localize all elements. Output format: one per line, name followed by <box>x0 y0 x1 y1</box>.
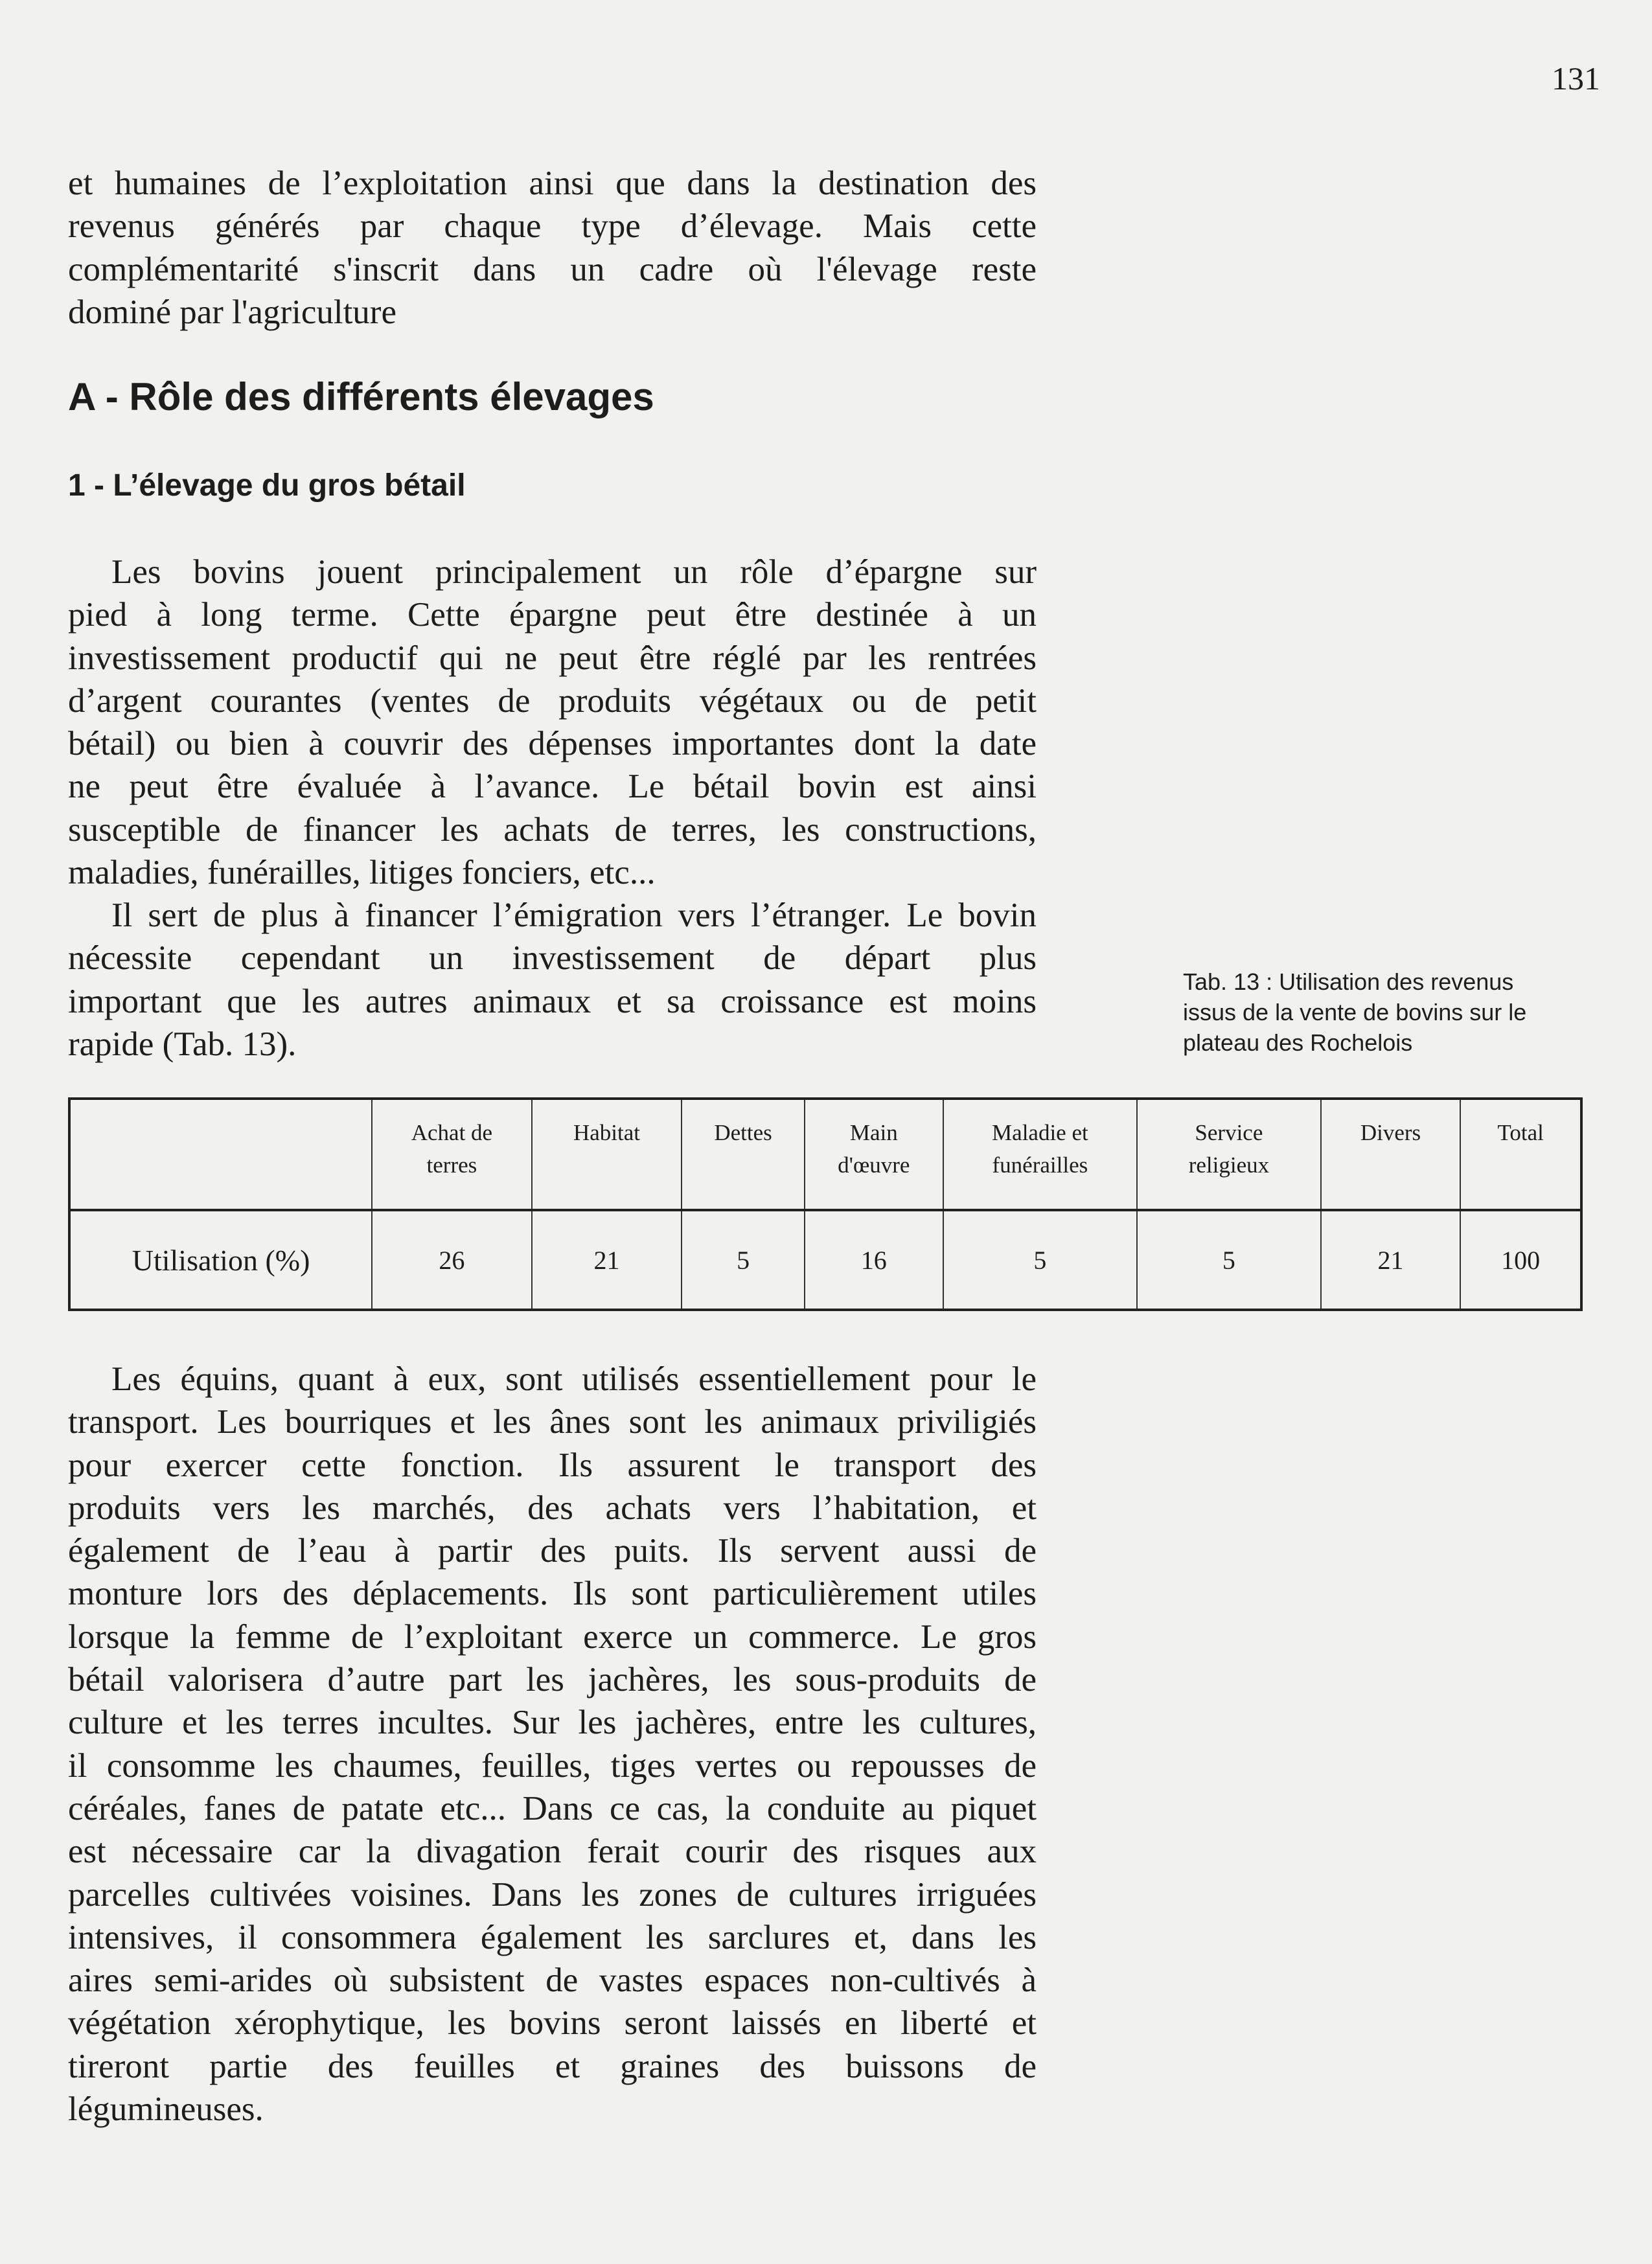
text-line: maladies, funérailles, litiges fonciers,… <box>68 854 656 892</box>
text-line: monture lors des déplacements. Ils sont … <box>68 1575 1037 1613</box>
text-line: important que les autres animaux et sa c… <box>68 982 1037 1020</box>
text-line: lorsque la femme de l’exploitant exerce … <box>68 1618 1037 1656</box>
table-caption: Tab. 13 : Utilisation des revenus issus … <box>1183 966 1585 1058</box>
column-header: Divers <box>1320 1098 1462 1211</box>
text-line: complémentarité s'inscrit dans un cadre … <box>68 250 1037 288</box>
paragraph: Il sert de plus à financer l’émigration … <box>68 894 1037 1066</box>
text-line: revenus générés par chaque type d’élevag… <box>68 207 1037 246</box>
column-header: Service religieux <box>1136 1098 1322 1211</box>
text-line: et humaines de l’exploitation ainsi que … <box>68 165 1037 202</box>
row-label: Utilisation (%) <box>68 1209 373 1310</box>
subsection-heading: 1 - L’élevage du gros bétail <box>68 468 466 503</box>
column-header-line: d'œuvre <box>838 1152 910 1178</box>
text-line: légumineuses. <box>68 2090 264 2129</box>
paragraph: Les équins, quant à eux, sont utilisés e… <box>68 1358 1037 2131</box>
text-line: d’argent courantes (ventes de produits v… <box>68 681 1037 720</box>
paragraph: Les bovins jouent principalement un rôle… <box>68 551 1037 894</box>
table-cell: 21 <box>1320 1209 1462 1310</box>
column-header-line: Service <box>1195 1120 1263 1145</box>
text-line: bétail) ou bien à couvrir des dépenses i… <box>68 725 1037 763</box>
column-header: Habitat <box>531 1098 683 1211</box>
text-line: nécessite cependant un investissement de… <box>68 939 1037 978</box>
text-line: produits vers les marchés, des achats ve… <box>68 1489 1037 1527</box>
column-header: Main d'œuvre <box>803 1098 944 1211</box>
text-line: aires semi-arides où subsistent de vaste… <box>68 1961 1037 2000</box>
table-row: Utilisation (%) 26 21 5 16 5 5 21 100 <box>68 1209 1582 1310</box>
column-header-line: funérailles <box>992 1152 1088 1178</box>
column-header-line: Divers <box>1360 1120 1421 1145</box>
text-line: est nécessaire car la divagation ferait … <box>68 1833 1037 1871</box>
column-header-line <box>71 1149 371 1182</box>
table-cell: 21 <box>531 1209 683 1310</box>
table-cell: 5 <box>1136 1209 1322 1310</box>
text-line: rapide (Tab. 13). <box>68 1025 297 1063</box>
table-cell: 16 <box>803 1209 944 1310</box>
text-line: susceptible de financer les achats de te… <box>68 810 1037 849</box>
column-header-line: Maladie et <box>992 1120 1088 1145</box>
column-header <box>68 1098 373 1211</box>
text-line: investissement productif qui ne peut êtr… <box>68 639 1037 677</box>
text-line: il consomme les chaumes, feuilles, tiges… <box>68 1746 1037 1785</box>
text-line: végétation xérophytique, les bovins sero… <box>68 2004 1037 2042</box>
table-header-row: Achat de terres Habitat Dettes Main d'œuvre Ma… <box>68 1098 1582 1211</box>
text-line: également de l’eau à partir des puits. I… <box>68 1532 1037 1570</box>
text-line: transport. Les bourriques et les ânes so… <box>68 1403 1037 1441</box>
text-line: Les équins, quant à eux, sont utilisés e… <box>111 1360 1037 1398</box>
text-line: ne peut être évaluée à l’avance. Le béta… <box>68 768 1037 806</box>
column-header-line: Main <box>849 1120 898 1145</box>
column-header-line: Total <box>1497 1120 1544 1145</box>
table-cell: 100 <box>1460 1209 1582 1310</box>
caption-line: Tab. 13 : Utilisation des revenus <box>1183 968 1514 995</box>
column-header: Total <box>1460 1098 1582 1211</box>
text-line: pour exercer cette fonction. Ils assuren… <box>68 1446 1037 1484</box>
caption-line: issus de la vente de bovins sur le <box>1183 999 1527 1025</box>
text-line: pied à long terme. Cette épargne peut êt… <box>68 596 1037 634</box>
column-header-line: Achat de <box>411 1120 493 1145</box>
revenue-usage-table: Achat de terres Habitat Dettes Main d'œuvre Ma… <box>68 1097 1583 1311</box>
text-line: intensives, il consommera également les … <box>68 1918 1037 1956</box>
column-header-line <box>1461 1149 1580 1182</box>
paragraph: et humaines de l’exploitation ainsi que … <box>68 162 1037 334</box>
table-cell: 26 <box>371 1209 533 1310</box>
text-line: dominé par l'agriculture <box>68 293 396 331</box>
column-header-line: religieux <box>1188 1152 1270 1178</box>
table-cell: 5 <box>942 1209 1138 1310</box>
text-line: tireront partie des feuilles et graines … <box>68 2047 1037 2085</box>
text-line: Il sert de plus à financer l’émigration … <box>111 897 1037 934</box>
column-header: Dettes <box>681 1098 805 1211</box>
column-header-line: Dettes <box>714 1120 772 1145</box>
column-header: Achat de terres <box>371 1098 533 1211</box>
column-header-line: terres <box>426 1152 477 1178</box>
page-number: 131 <box>1552 60 1600 97</box>
column-header-line <box>1322 1149 1460 1182</box>
table-cell: 5 <box>681 1209 805 1310</box>
column-header: Maladie et funérailles <box>942 1098 1138 1211</box>
column-header-line <box>533 1149 682 1182</box>
text-line: Les bovins jouent principalement un rôle… <box>111 553 1037 591</box>
column-header-line: Habitat <box>573 1120 640 1145</box>
text-line: culture et les terres incultes. Sur les … <box>68 1704 1037 1742</box>
text-line: céréales, fanes de patate etc... Dans ce… <box>68 1789 1037 1827</box>
text-line: parcelles cultivées voisines. Dans les z… <box>68 1875 1037 1914</box>
column-header-line <box>71 1117 371 1149</box>
section-heading: A - Rôle des différents élevages <box>68 375 654 418</box>
text-line: bétail valorisera d’autre part les jachè… <box>68 1661 1037 1699</box>
caption-line: plateau des Rochelois <box>1183 1029 1413 1056</box>
column-header-line <box>682 1149 804 1182</box>
